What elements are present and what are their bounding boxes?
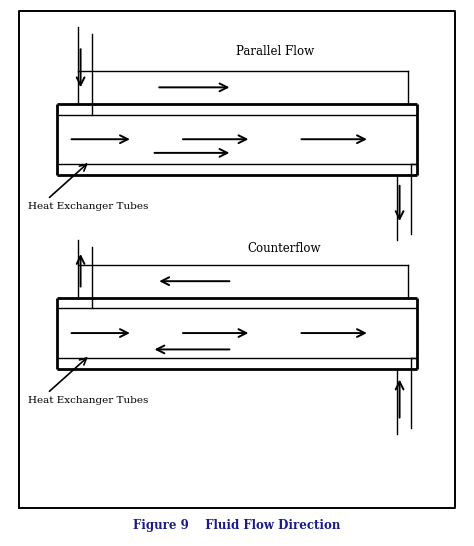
Text: Heat Exchanger Tubes: Heat Exchanger Tubes (28, 396, 149, 405)
Text: Parallel Flow: Parallel Flow (236, 45, 314, 58)
Text: Counterflow: Counterflow (247, 242, 321, 255)
Text: Heat Exchanger Tubes: Heat Exchanger Tubes (28, 202, 149, 211)
Text: Figure 9    Fluid Flow Direction: Figure 9 Fluid Flow Direction (133, 519, 341, 532)
